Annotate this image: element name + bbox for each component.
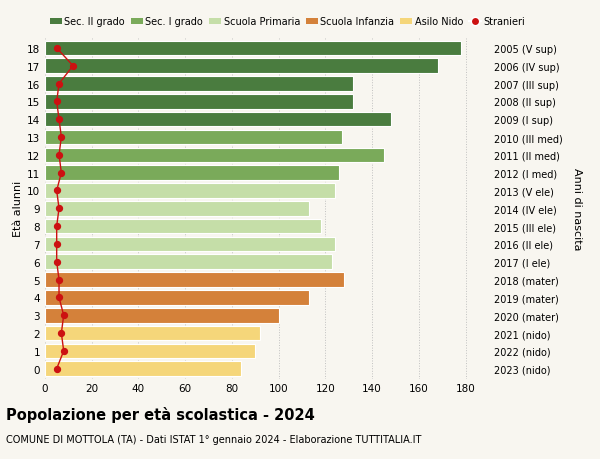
Bar [45,148,384,163]
Bar [45,291,309,305]
Point [56,170,66,177]
Bar [45,344,256,358]
Bar [45,59,437,74]
Bar [45,95,353,109]
Bar [45,112,391,127]
Bar [45,255,332,269]
Bar [45,362,241,376]
Point [52,365,61,373]
Point [54,152,64,159]
Point [59,347,68,355]
Bar [45,77,353,92]
Point [54,116,64,123]
Point [54,276,64,284]
Bar [45,202,309,216]
Bar [45,166,340,180]
Point [56,134,66,141]
Point [52,45,61,52]
Bar [45,237,335,252]
Point [52,258,61,266]
Point [59,312,68,319]
Bar [45,326,260,341]
Point [52,99,61,106]
Bar [45,219,321,234]
Text: Popolazione per età scolastica - 2024: Popolazione per età scolastica - 2024 [6,406,315,422]
Point [54,294,64,302]
Point [68,63,78,70]
Point [52,187,61,195]
Text: COMUNE DI MOTTOLA (TA) - Dati ISTAT 1° gennaio 2024 - Elaborazione TUTTITALIA.IT: COMUNE DI MOTTOLA (TA) - Dati ISTAT 1° g… [6,434,421,444]
Bar [45,273,344,287]
Point [52,223,61,230]
Y-axis label: Età alunni: Età alunni [13,181,23,237]
Point [54,81,64,88]
Point [56,330,66,337]
Bar [45,41,461,56]
Y-axis label: Anni di nascita: Anni di nascita [572,168,582,250]
Bar [45,308,278,323]
Bar [45,184,335,198]
Point [54,205,64,213]
Point [52,241,61,248]
Bar [45,130,342,145]
Legend: Sec. II grado, Sec. I grado, Scuola Primaria, Scuola Infanzia, Asilo Nido, Stran: Sec. II grado, Sec. I grado, Scuola Prim… [50,17,526,28]
